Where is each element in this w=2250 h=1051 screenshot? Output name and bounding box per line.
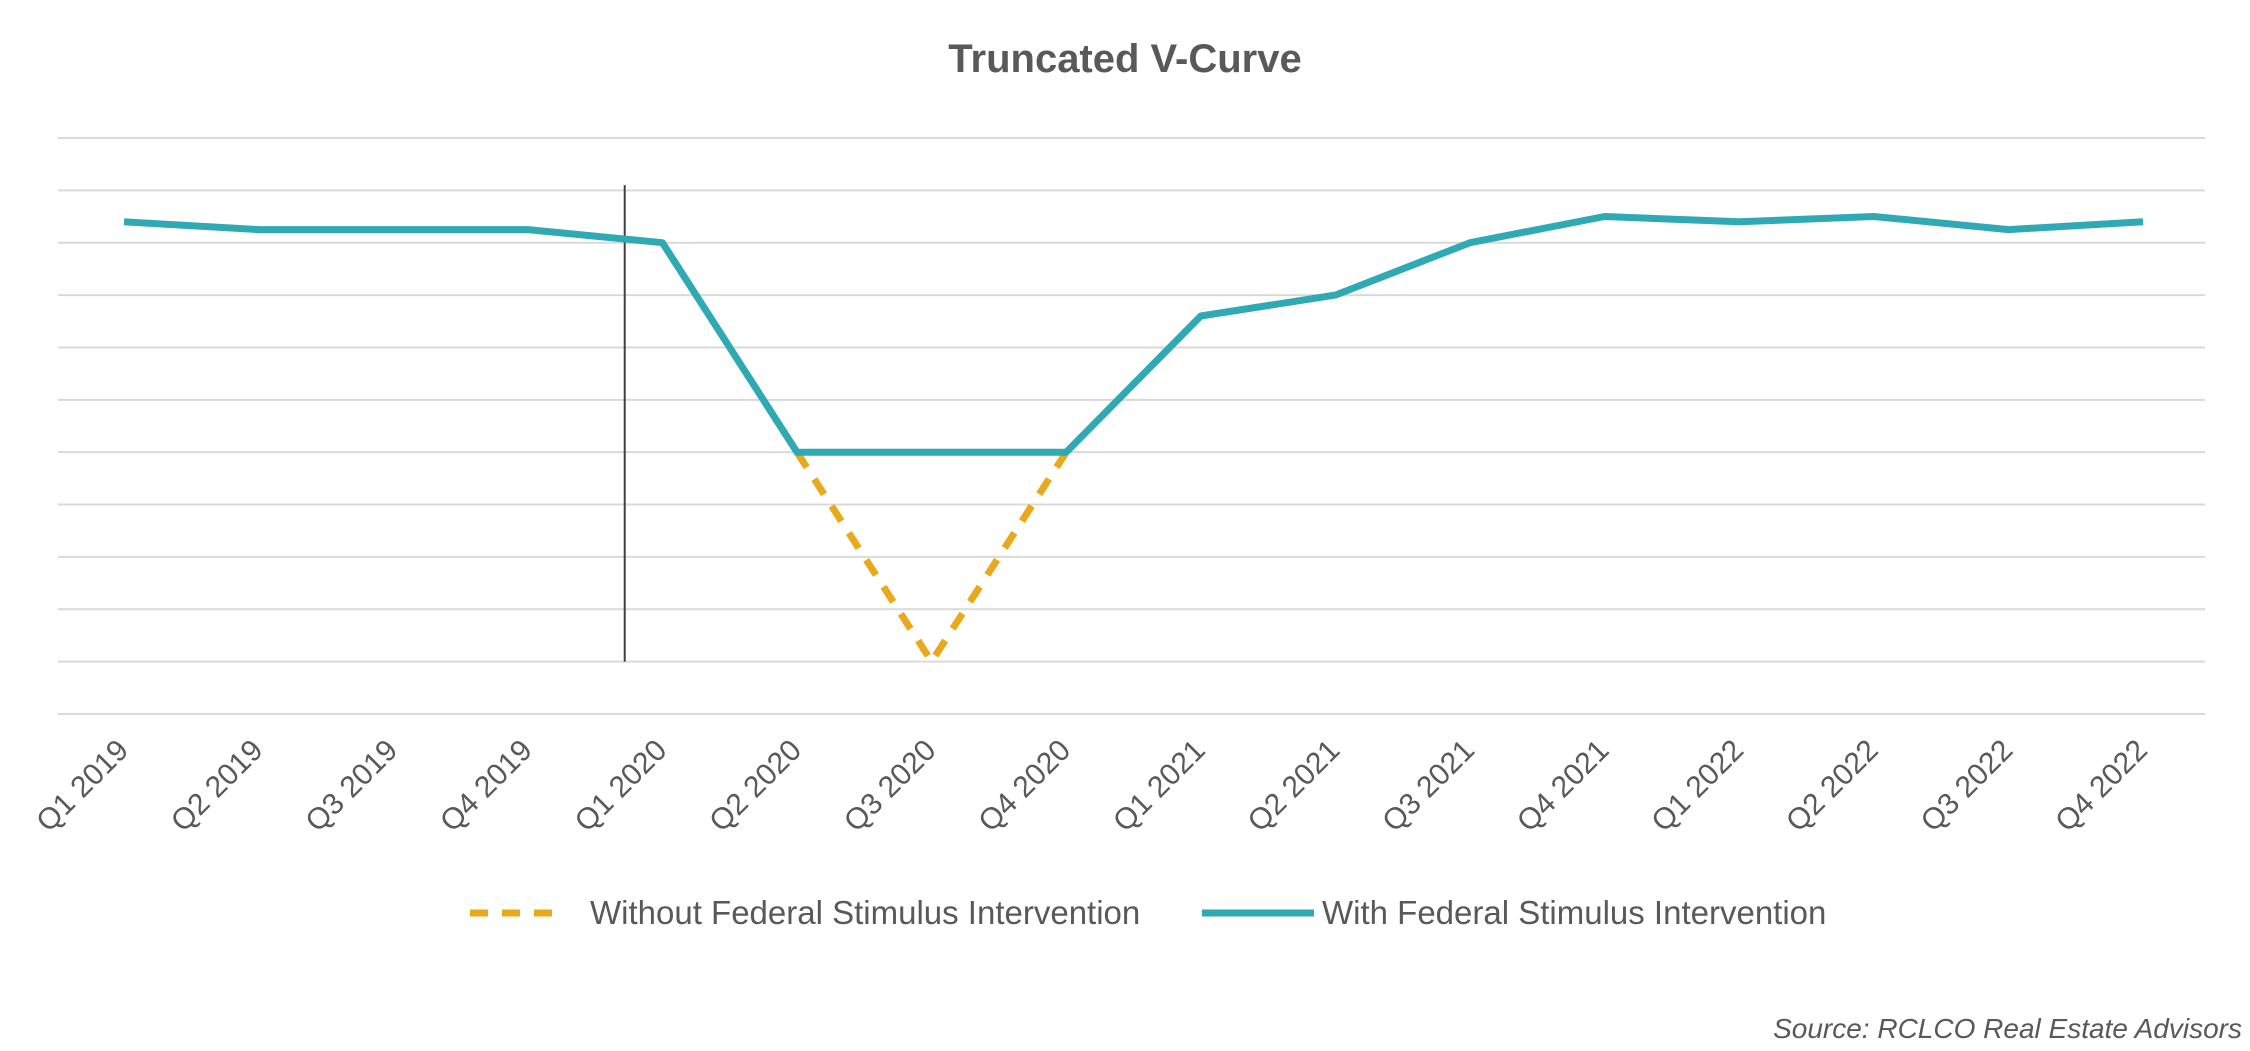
legend-label-with-stimulus: With Federal Stimulus Intervention <box>1322 894 1826 931</box>
series-line-with-stimulus <box>123 213 2144 456</box>
x-tick-label: Q1 2020 <box>569 734 674 839</box>
gridlines <box>58 137 2205 715</box>
x-tick-label: Q4 2019 <box>434 734 539 839</box>
legend-item-with-stimulus: With Federal Stimulus Intervention <box>1202 894 1826 931</box>
x-tick-label: Q4 2022 <box>2049 734 2154 839</box>
x-axis-tick-labels: Q1 2019 Q2 2019 Q3 2019 Q4 2019 Q1 2020 Q2 20… <box>30 734 2154 839</box>
x-tick-label: Q2 2019 <box>165 734 270 839</box>
x-tick-label: Q1 2019 <box>30 734 135 839</box>
x-tick-label: Q3 2019 <box>299 734 404 839</box>
legend-label-without-stimulus: Without Federal Stimulus Intervention <box>590 894 1140 931</box>
x-tick-label: Q1 2022 <box>1645 734 1750 839</box>
series-lines <box>123 213 2144 666</box>
x-tick-label: Q3 2022 <box>1915 734 2020 839</box>
chart-title: Truncated V-Curve <box>948 37 1301 81</box>
source-note: Source: RCLCO Real Estate Advisors <box>1773 1013 2242 1044</box>
x-tick-label: Q4 2021 <box>1511 734 1616 839</box>
x-tick-label: Q2 2022 <box>1780 734 1885 839</box>
x-tick-label: Q2 2020 <box>703 734 808 839</box>
x-tick-label: Q3 2021 <box>1376 734 1481 839</box>
x-tick-label: Q2 2021 <box>1242 734 1347 839</box>
legend: Without Federal Stimulus Intervention Wi… <box>470 894 1826 931</box>
legend-item-without-stimulus: Without Federal Stimulus Intervention <box>470 894 1140 931</box>
x-tick-label: Q4 2020 <box>972 734 1077 839</box>
x-tick-label: Q1 2021 <box>1107 734 1212 839</box>
x-tick-label: Q3 2020 <box>838 734 943 839</box>
